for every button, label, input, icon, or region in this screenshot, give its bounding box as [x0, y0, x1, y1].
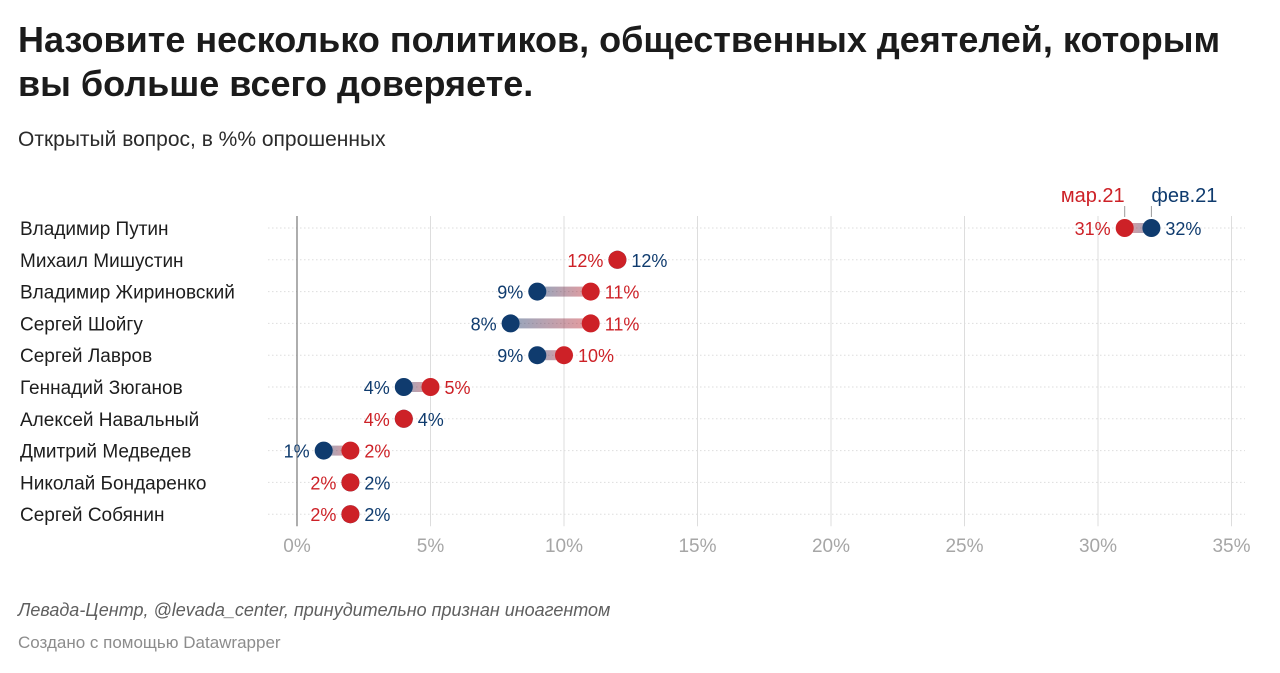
- value-label-mar: 31%: [1075, 219, 1111, 239]
- dot-mar: [555, 346, 573, 365]
- value-label-feb: 12%: [631, 251, 667, 271]
- value-label-feb: 9%: [497, 283, 523, 303]
- range-connector: [510, 318, 591, 329]
- value-label-mar: 4%: [364, 410, 390, 430]
- value-label-feb: 9%: [497, 346, 523, 366]
- value-label-mar: 12%: [567, 251, 603, 271]
- source-note: Левада-Центр, @levada_center, принудител…: [18, 600, 611, 620]
- value-label-feb: 2%: [364, 505, 390, 525]
- dot-mar: [421, 378, 440, 396]
- category-label: Михаил Мишустин: [20, 251, 184, 272]
- x-tick-label: 0%: [283, 536, 311, 557]
- value-label-feb: 32%: [1165, 219, 1201, 239]
- dot-mar: [341, 441, 360, 460]
- dot-feb: [394, 378, 413, 396]
- x-tick-label: 10%: [545, 536, 583, 557]
- dot-mar: [608, 250, 627, 269]
- x-tick-label: 15%: [678, 536, 716, 557]
- category-label: Дмитрий Медведев: [20, 442, 191, 463]
- dot-mar: [581, 282, 600, 301]
- dot-mar: [341, 473, 360, 492]
- dot-feb: [1142, 219, 1161, 237]
- dot-feb: [528, 346, 547, 365]
- range-connector: [537, 286, 591, 297]
- dot-mar: [581, 314, 600, 333]
- x-tick-label: 30%: [1079, 536, 1117, 557]
- range-connector: [1124, 223, 1152, 233]
- dot-feb: [501, 314, 520, 333]
- x-tick-label: 20%: [812, 536, 850, 557]
- range-connector: [403, 382, 431, 392]
- value-label-mar: 2%: [310, 473, 336, 493]
- range-connector: [323, 445, 351, 456]
- datawrapper-credit: Создано с помощью Datawrapper: [18, 633, 281, 652]
- value-label-feb: 4%: [418, 410, 444, 430]
- x-tick-label: 35%: [1212, 536, 1250, 557]
- category-label: Владимир Путин: [20, 219, 169, 240]
- value-label-mar: 2%: [310, 505, 336, 525]
- range-connector: [537, 350, 564, 361]
- value-label-mar: 5%: [445, 378, 471, 398]
- category-label: Алексей Навальный: [20, 410, 199, 431]
- category-label: Сергей Собянин: [20, 505, 164, 526]
- value-label-mar: 2%: [364, 442, 390, 462]
- legend-label-feb: фев.21: [1151, 185, 1217, 207]
- category-label: Владимир Жириновский: [20, 283, 235, 304]
- chart-subtitle: Открытый вопрос, в %% опрошенных: [18, 128, 386, 151]
- x-tick-label: 5%: [417, 536, 445, 557]
- value-label-feb: 1%: [284, 442, 310, 462]
- legend-label-mar: мар.21: [1061, 185, 1125, 207]
- value-label-feb: 2%: [364, 473, 390, 493]
- value-label-feb: 4%: [364, 378, 390, 398]
- dot-mar: [1115, 219, 1134, 237]
- value-label-feb: 8%: [471, 314, 497, 334]
- category-label: Сергей Лавров: [20, 346, 152, 367]
- chart-title: Назовите несколько политиков, общественн…: [18, 19, 1221, 104]
- dot-feb: [528, 282, 547, 301]
- value-label-mar: 11%: [605, 283, 640, 303]
- dot-feb: [314, 441, 333, 460]
- dot-mar: [394, 409, 413, 428]
- category-label: Николай Бондаренко: [20, 473, 206, 494]
- x-tick-label: 25%: [945, 536, 983, 557]
- category-label: Геннадий Зюганов: [20, 378, 183, 399]
- value-label-mar: 10%: [578, 346, 614, 366]
- dot-range-chart: 0% 5% 10% 15% 20% 25% 30% 35% Владимир Путин Миха…: [20, 185, 1251, 557]
- dot-mar: [341, 505, 360, 524]
- value-label-mar: 11%: [605, 314, 640, 334]
- category-label: Сергей Шойгу: [20, 314, 143, 335]
